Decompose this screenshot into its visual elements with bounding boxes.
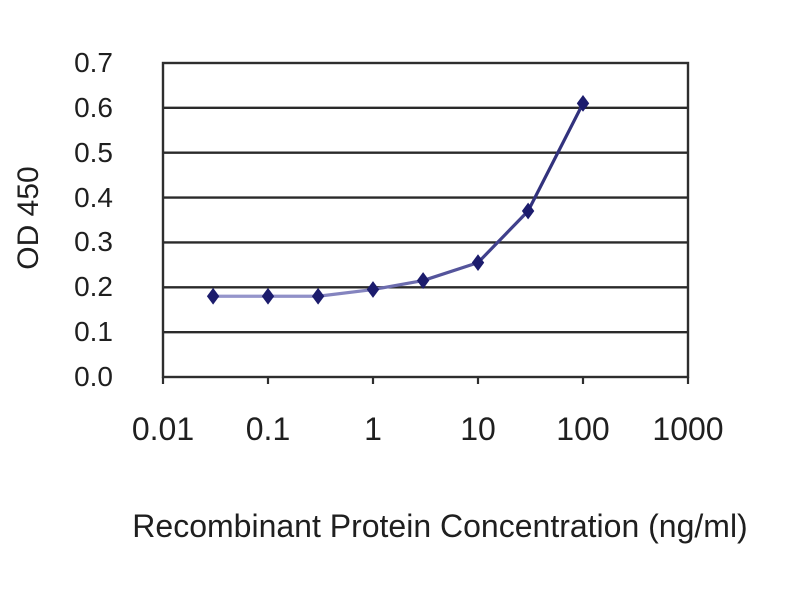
series-line-segment (371, 278, 425, 292)
data-point-marker (311, 287, 325, 305)
series-line-segment (476, 209, 530, 265)
series-line-segment (421, 261, 480, 283)
x-tick-label: 1000 (652, 411, 724, 447)
y-tick-label: 0.1 (74, 316, 113, 348)
x-tick-label: 0.01 (131, 411, 195, 447)
x-tick-label: 0.1 (245, 411, 291, 447)
plot-border (161, 61, 690, 379)
series-line-segment (526, 101, 585, 213)
x-tick-label: 100 (556, 411, 610, 447)
y-tick-label: 0.0 (74, 361, 113, 392)
data-point-marker (206, 287, 220, 305)
y-tick-label: 0.2 (74, 271, 113, 303)
y-tick-label: 0.4 (74, 181, 113, 213)
data-point-marker (261, 287, 275, 305)
data-point-marker (576, 94, 590, 112)
series-line-segment (316, 287, 375, 298)
x-axis-title: Recombinant Protein Concentration (ng/ml… (132, 508, 748, 544)
x-tick-label: 1 (364, 411, 382, 447)
data-point-marker (471, 254, 485, 272)
data-point-marker (521, 202, 535, 220)
x-tick-label: 10 (460, 411, 496, 447)
data-point-marker (416, 272, 430, 289)
data-point-marker (366, 281, 380, 298)
y-tick-label: 0.3 (74, 226, 113, 258)
y-tick-label: 0.6 (74, 91, 113, 123)
y-tick-label: 0.7 (74, 47, 113, 78)
y-tick-label: 0.5 (74, 136, 113, 168)
